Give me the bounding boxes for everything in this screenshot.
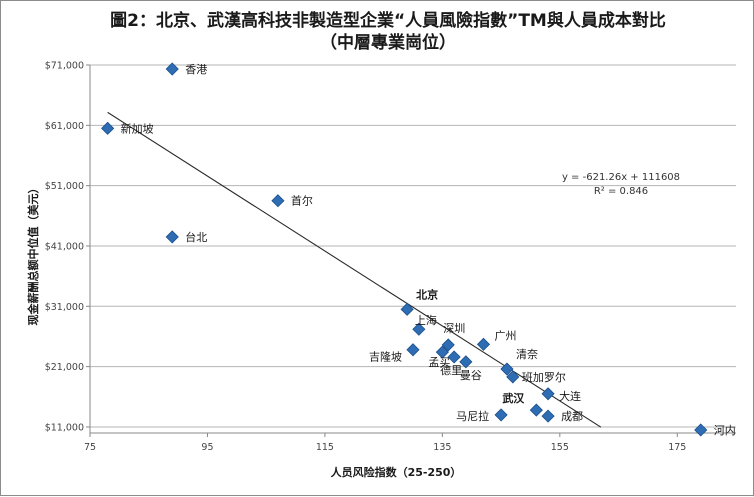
data-point-label: 河内 [714, 423, 736, 437]
data-point-label: 武汉 [502, 391, 525, 405]
data-point-label: 上海 [415, 313, 437, 327]
x-tick-label: 135 [433, 442, 451, 453]
data-point-marker [271, 194, 285, 208]
data-point-label: 孟买 [428, 356, 450, 369]
chart-subtitle: （中層專業崗位） [320, 32, 456, 53]
y-tick-label: $41,000 [45, 241, 84, 252]
data-point-marker [165, 62, 179, 76]
data-point-marker [476, 337, 491, 351]
data-point-marker [412, 322, 426, 336]
gridlines [90, 64, 736, 428]
data-point-label: 首尔 [291, 194, 313, 208]
data-point-marker [165, 230, 179, 244]
data-point-marker [500, 362, 514, 376]
data-point-marker [694, 423, 708, 437]
data-point-label: 吉隆坡 [369, 350, 402, 364]
x-tick-label: 75 [84, 442, 96, 453]
y-tick-label: $61,000 [45, 121, 84, 132]
data-point-marker [447, 350, 461, 364]
y-tick-label: $31,000 [45, 302, 84, 313]
data-point-label: 成都 [561, 410, 583, 423]
data-point-marker [435, 345, 449, 359]
data-point-label: 马尼拉 [456, 409, 489, 423]
data-point-marker [459, 355, 473, 369]
data-point-marker [101, 121, 115, 135]
x-axis-title: 人员风险指数（25-250） [331, 465, 462, 479]
data-point-marker [541, 387, 555, 401]
data-point-label: 德里 [440, 363, 462, 377]
data-point-marker [441, 338, 455, 352]
axes: $11,000 $21,000 $31,000 $41,000 $51,000 $61,0… [45, 61, 736, 453]
data-point-label: 大连 [559, 389, 581, 403]
y-tick-label: $71,000 [45, 61, 84, 72]
data-point-label: 班加罗尔 [522, 371, 566, 384]
data-point-label: 曼谷 [460, 369, 482, 382]
data-point-label: 清奈 [516, 347, 538, 361]
data-point-label: 新加坡 [121, 121, 154, 135]
chart-title: 圖2：北京、武漢高科技非製造型企業“人員風險指數”TM與人員成本對比 [110, 10, 666, 31]
data-point-label: 深圳 [443, 322, 465, 335]
y-tick-label: $11,000 [45, 422, 84, 433]
data-point-marker [506, 370, 520, 384]
data-point-marker [541, 409, 555, 423]
r-squared-value: R² = 0.846 [594, 186, 648, 197]
data-point-label: 香港 [185, 63, 207, 76]
data-point-label: 北京 [416, 287, 438, 301]
data-point-marker [529, 403, 543, 417]
data-point-label: 台北 [185, 230, 207, 244]
trendline-path [107, 111, 602, 428]
data-point-label: 广州 [494, 329, 516, 342]
trendline-equation: y = -621.26x + 111608 [562, 172, 680, 183]
data-point-marker [400, 302, 414, 316]
y-tick-label: $51,000 [45, 181, 84, 192]
data-point-marker [494, 408, 508, 422]
x-tick-label: 95 [201, 442, 213, 453]
x-tick-label: 175 [668, 442, 686, 453]
y-tick-label: $21,000 [45, 362, 84, 373]
trendline [107, 111, 602, 428]
x-tick-label: 115 [316, 442, 334, 453]
x-tick-label: 155 [551, 442, 569, 453]
data-point-marker [406, 343, 420, 357]
y-axis-title: 现金薪酬总额中位值（美元） [26, 183, 40, 326]
